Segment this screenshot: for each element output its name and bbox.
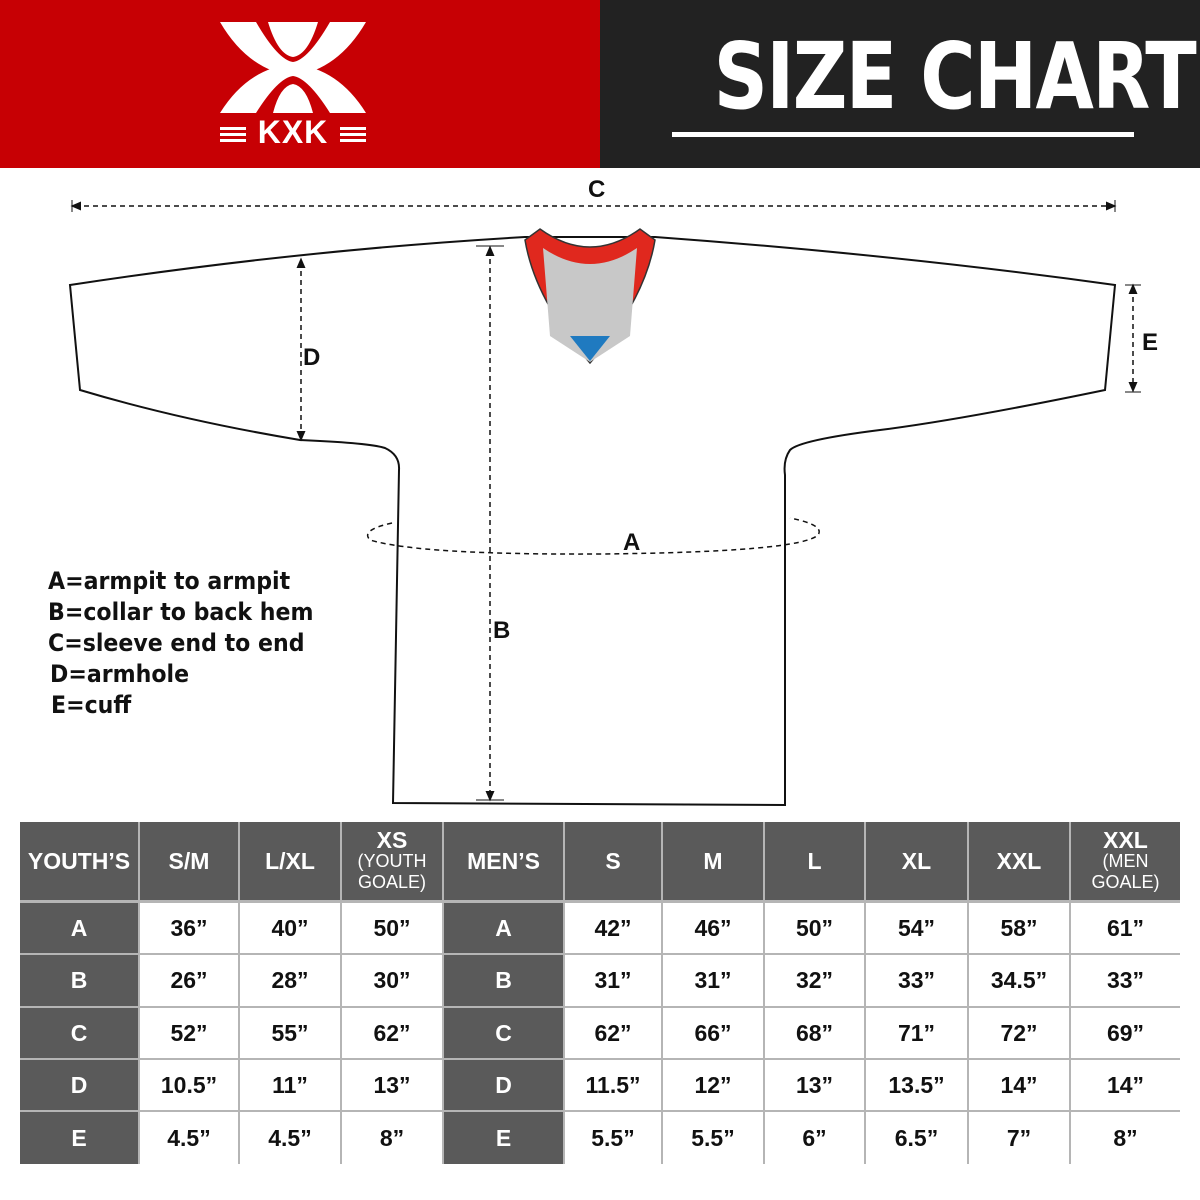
men-measurement: 33” (866, 955, 967, 1006)
men-measurement: 66” (663, 1008, 763, 1058)
men-measurement: 34.5” (969, 955, 1069, 1006)
kxk-logo-icon (220, 22, 366, 113)
youth-measurement: 55” (240, 1008, 340, 1058)
size-sublabel: (YOUTH GOALE) (357, 851, 427, 892)
men-measurement: 61” (1071, 903, 1180, 953)
youth-measurement: 13” (342, 1060, 442, 1110)
row-label-men: E (444, 1112, 563, 1164)
men-measurement: 50” (765, 903, 864, 953)
men-measurement: 32” (765, 955, 864, 1006)
men-measurement: 42” (565, 903, 661, 953)
men-measurement: 33” (1071, 955, 1180, 1006)
title-banner (600, 0, 1200, 168)
jersey-diagram (68, 200, 1141, 807)
row-label-men: C (444, 1008, 563, 1058)
legend-c: C=sleeve end to end (48, 629, 305, 657)
row-label-men: A (444, 903, 563, 953)
men-measurement: 13” (765, 1060, 864, 1110)
men-size-header: M (663, 822, 763, 900)
label-c: C (588, 176, 606, 203)
men-measurement: 69” (1071, 1008, 1180, 1058)
men-header: MEN’S (444, 822, 563, 900)
men-measurement: 54” (866, 903, 967, 953)
youth-measurement: 4.5” (140, 1112, 238, 1164)
men-measurement: 7” (969, 1112, 1069, 1164)
youth-measurement: 10.5” (140, 1060, 238, 1110)
youth-measurement: 62” (342, 1008, 442, 1058)
row-label-youth: A (20, 903, 138, 953)
men-measurement: 62” (565, 1008, 661, 1058)
youth-measurement: 8” (342, 1112, 442, 1164)
label-b: B (493, 617, 511, 644)
men-measurement: 12” (663, 1060, 763, 1110)
men-measurement: 31” (663, 955, 763, 1006)
youth-measurement: 36” (140, 903, 238, 953)
logo-stripes-icon (220, 127, 366, 142)
youth-size-header: L/XL (240, 822, 340, 900)
label-d: D (303, 344, 321, 371)
youth-measurement: 28” (240, 955, 340, 1006)
youth-measurement: 4.5” (240, 1112, 340, 1164)
legend-a: A=armpit to armpit (48, 567, 291, 595)
dimension-a-line (366, 517, 820, 555)
row-label-youth: C (20, 1008, 138, 1058)
size-sublabel: (MEN GOALE) (1091, 851, 1160, 892)
logo-text: KXK (257, 114, 329, 150)
men-measurement: 31” (565, 955, 661, 1006)
label-e: E (1142, 329, 1159, 356)
men-measurement: 71” (866, 1008, 967, 1058)
men-size-header: S (565, 822, 661, 900)
legend-b: B=collar to back hem (48, 598, 314, 626)
youth-size-header: XS (YOUTH GOALE) (342, 822, 442, 900)
men-measurement: 6.5” (866, 1112, 967, 1164)
men-measurement: 5.5” (565, 1112, 661, 1164)
row-label-men: B (444, 955, 563, 1006)
size-label: XS (376, 827, 408, 853)
youth-measurement: 26” (140, 955, 238, 1006)
collar-blue (570, 336, 610, 361)
collar-inner (543, 248, 637, 362)
men-measurement: 14” (1071, 1060, 1180, 1110)
men-measurement: 6” (765, 1112, 864, 1164)
men-measurement: 11.5” (565, 1060, 661, 1110)
men-size-header: XXL (MEN GOALE) (1071, 822, 1180, 900)
youth-size-header: S/M (140, 822, 238, 900)
men-size-header: XL (866, 822, 967, 900)
men-measurement: 58” (969, 903, 1069, 953)
youth-header: YOUTH’S (20, 822, 138, 900)
youth-measurement: 52” (140, 1008, 238, 1058)
men-measurement: 8” (1071, 1112, 1180, 1164)
men-measurement: 46” (663, 903, 763, 953)
youth-measurement: 30” (342, 955, 442, 1006)
men-size-header: L (765, 822, 864, 900)
size-label: XXL (1103, 827, 1148, 853)
jersey-outline (68, 236, 1117, 807)
row-label-men: D (444, 1060, 563, 1110)
row-label-youth: E (20, 1112, 138, 1164)
youth-measurement: 40” (240, 903, 340, 953)
size-table: YOUTH’S MEN’S S/M L/XL XS (YOUTH GOALE) S M L XL X… (20, 822, 1180, 1164)
page-title: SIZE CHART (713, 23, 1197, 130)
youth-measurement: 50” (342, 903, 442, 953)
men-measurement: 14” (969, 1060, 1069, 1110)
row-label-youth: B (20, 955, 138, 1006)
men-measurement: 68” (765, 1008, 864, 1058)
men-measurement: 13.5” (866, 1060, 967, 1110)
legend-d: D=armhole (50, 660, 190, 688)
measurement-legend: A=armpit to armpit B=collar to back hem … (48, 566, 337, 721)
men-size-header: XXL (969, 822, 1069, 900)
label-a: A (623, 529, 641, 556)
men-measurement: 72” (969, 1008, 1069, 1058)
youth-measurement: 11” (240, 1060, 340, 1110)
row-label-youth: D (20, 1060, 138, 1110)
title-underline (672, 132, 1134, 137)
legend-e: E=cuff (51, 691, 132, 719)
men-measurement: 5.5” (663, 1112, 763, 1164)
